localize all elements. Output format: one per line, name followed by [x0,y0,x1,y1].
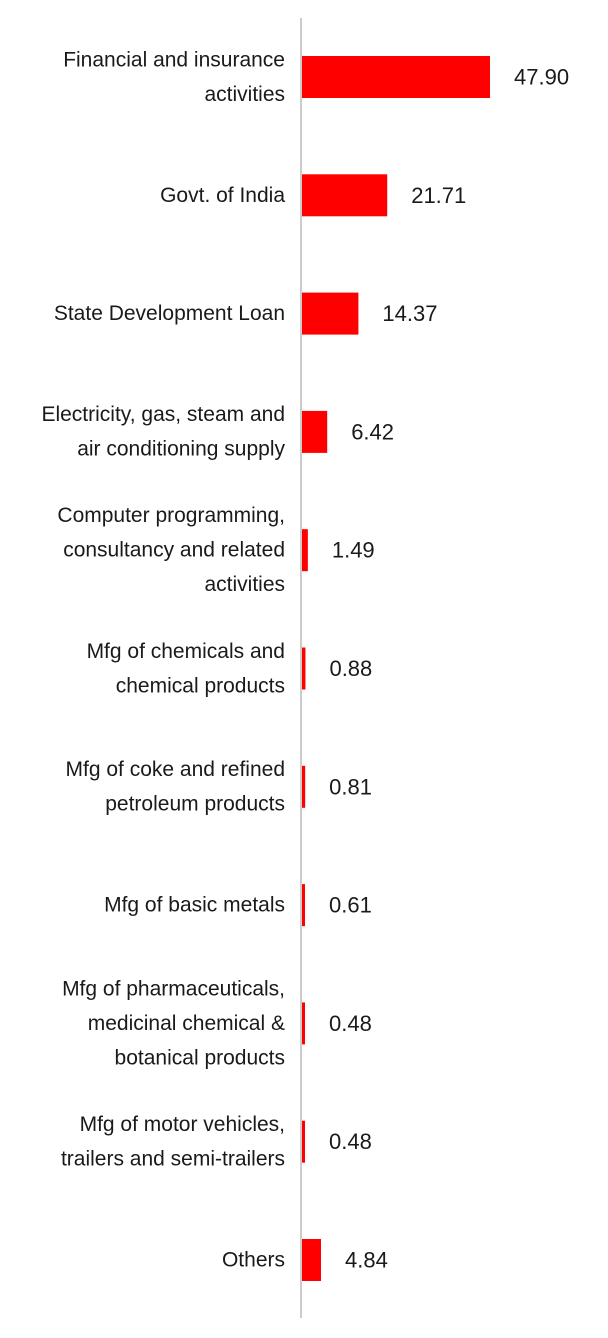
bar-value-label: 0.48 [329,1011,372,1036]
category-tick-label-line: consultancy and related [63,539,285,562]
bar [302,1002,305,1045]
category-tick-label-line: medicinal chemical & [88,1012,285,1035]
category-tick-label-line: Others [222,1249,285,1272]
bar-value-label: 21.71 [411,183,466,208]
bar [302,56,490,98]
category-tick-label: Others [222,1249,285,1272]
category-tick-label: State Development Loan [54,302,285,325]
category-tick-label-line: activities [204,83,285,106]
bar-value-label: 0.81 [329,774,372,799]
category-tick-label: Mfg of coke and refined petroleum product… [66,758,285,816]
bar-value-label: 6.42 [351,419,394,444]
category-tick-label-line: petroleum products [105,793,285,816]
category-tick-label-line: State Development Loan [54,302,285,325]
bar-value-label: 0.48 [329,1129,372,1154]
bar [302,765,306,808]
bar-value-label: 4.84 [345,1248,388,1273]
category-tick-label-line: chemical products [116,674,285,697]
category-tick-label-line: Mfg of chemicals and [87,640,285,663]
category-tick-label-line: Mfg of basic metals [104,894,285,917]
category-tick-label-line: Computer programming, [57,504,285,527]
category-tick-label-line: botanical products [115,1046,285,1069]
bar [302,647,306,690]
category-tick-label-line: activities [204,573,285,596]
category-tick-label: Mfg of basic metals [104,894,285,917]
bar [302,884,305,927]
bar-value-label: 1.49 [332,538,375,563]
category-tick-label-line: Mfg of pharmaceuticals, [62,977,285,1000]
category-tick-label-line: Mfg of motor vehicles, [80,1113,285,1136]
bar-value-label: 0.61 [329,893,372,918]
category-tick-label: Mfg of chemicals and chemical products [87,640,285,698]
category-tick-label-line: Electricity, gas, steam and [41,403,285,426]
category-tick-label-line: Mfg of coke and refined [66,758,285,781]
category-tick-label: Electricity, gas, steam and air condition… [41,403,285,461]
bar [302,529,308,572]
bar-value-label: 47.90 [514,65,569,90]
category-tick-label: Mfg of pharmaceuticals, medicinal chemica… [62,977,285,1069]
bar [302,1120,305,1163]
category-tick-label-line: Financial and insurance [63,48,285,71]
category-tick-label-line: Govt. of India [160,184,285,207]
category-tick-label-line: air conditioning supply [77,438,285,461]
bar [302,174,388,217]
bar [302,410,328,453]
bar [302,292,359,335]
labels-layer: 47.90 Financial and insurance activities 21… [41,48,569,1272]
bar-value-label: 14.37 [382,301,437,326]
category-tick-label: Computer programming, consultancy and rel… [57,504,285,596]
bars-layer [302,56,490,1281]
category-tick-label: Mfg of motor vehicles, trailers and semi-… [61,1113,285,1171]
bar [302,1239,321,1281]
bar-value-label: 0.88 [329,656,372,681]
category-tick-label: Financial and insurance activities [63,48,285,106]
category-tick-label-line: trailers and semi-trailers [61,1147,285,1170]
category-tick-label: Govt. of India [160,184,285,207]
